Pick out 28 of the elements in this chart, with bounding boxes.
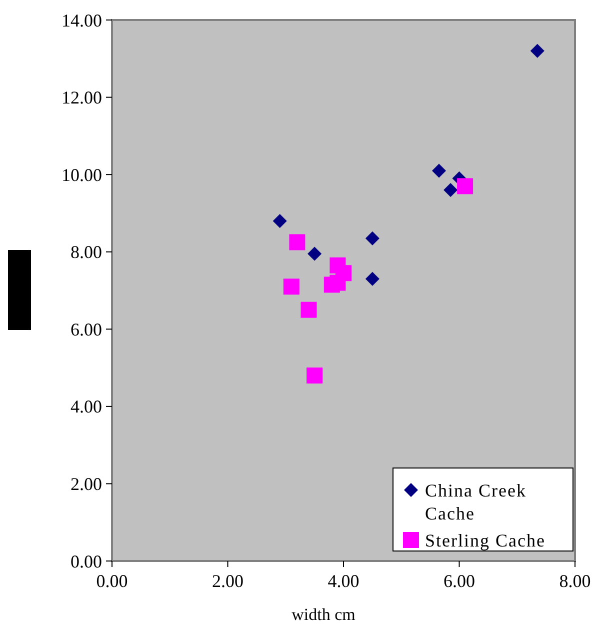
x-axis-title: width cm [292, 605, 356, 624]
y-tick-label: 12.00 [62, 88, 102, 108]
point [365, 231, 380, 246]
point [300, 302, 317, 318]
point [457, 178, 474, 194]
point [289, 234, 306, 250]
point [365, 272, 380, 286]
legend-label: China Creek Cache [425, 480, 526, 524]
y-tick-label: 6.00 [70, 319, 102, 340]
x-tick-label: 4.00 [328, 571, 360, 591]
x-tick-label: 0.00 [96, 571, 128, 591]
y-tick-label: 14.00 [62, 10, 102, 30]
x-tick-label: 8.00 [559, 571, 591, 591]
point [308, 246, 322, 261]
y-tick-label: 4.00 [70, 396, 102, 417]
point [283, 278, 300, 295]
x-tick-label: 6.00 [444, 571, 475, 591]
legend-label: Sterling Cache [425, 530, 546, 550]
point [432, 164, 446, 178]
y-tick-label: 2.00 [70, 474, 102, 494]
point [444, 183, 458, 198]
y-tick-label: 8.00 [70, 242, 102, 262]
point [272, 214, 287, 228]
y-tick-label: 0.00 [70, 551, 102, 572]
point [530, 44, 544, 58]
y-tick-label: 10.00 [62, 164, 102, 185]
point [306, 368, 323, 384]
x-tick-label: 2.00 [212, 571, 244, 591]
